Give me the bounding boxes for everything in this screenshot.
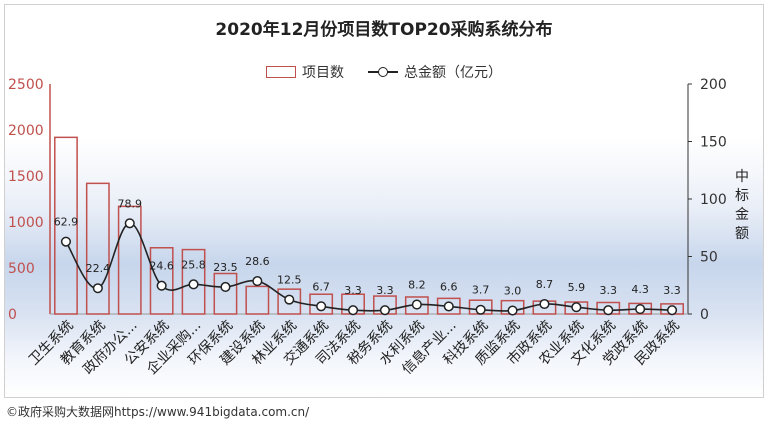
- y-tick-right: 100: [700, 192, 727, 208]
- amount-point: [571, 302, 582, 313]
- bar: [181, 248, 206, 315]
- amount-point: [379, 305, 391, 316]
- bar: [245, 285, 270, 315]
- amount-point: [252, 276, 263, 287]
- amount-data-label: 4.3: [631, 283, 649, 296]
- y-tick-right: 200: [700, 77, 727, 93]
- amount-point: [284, 294, 295, 305]
- amount-point: [507, 305, 518, 316]
- amount-data-label: 22.4: [86, 262, 111, 275]
- bar: [213, 272, 238, 315]
- y-tick-left: 2000: [8, 123, 44, 139]
- bar: [277, 288, 302, 315]
- y-tick-left: 1000: [8, 215, 44, 231]
- amount-point: [635, 304, 646, 315]
- y-tick-left: 0: [8, 307, 17, 323]
- legend-line-label: 总金额（亿元）: [404, 65, 502, 81]
- y-tick-right: 50: [700, 250, 718, 266]
- bar: [117, 205, 142, 315]
- y-tick-left: 2500: [8, 77, 44, 93]
- footer-credit: ©政府采购大数据网https://www.941bigdata.com.cn/: [6, 405, 310, 419]
- legend-line-swatch: [368, 66, 398, 78]
- amount-data-label: 8.7: [536, 278, 554, 291]
- amount-point: [220, 281, 231, 293]
- amount-data-label: 62.9: [54, 216, 79, 229]
- amount-point: [60, 236, 71, 247]
- amount-data-label: 6.7: [312, 280, 330, 293]
- amount-point: [188, 279, 199, 290]
- y-tick-right: 0: [700, 307, 709, 323]
- amount-data-label: 78.9: [118, 197, 143, 210]
- amount-point: [667, 305, 678, 316]
- amount-data-label: 3.3: [344, 284, 362, 297]
- amount-data-label: 25.8: [181, 258, 206, 271]
- y2-axis-label: 中标金额: [735, 169, 749, 242]
- bar: [149, 247, 174, 315]
- bar: [436, 297, 461, 315]
- amount-point: [124, 218, 135, 229]
- amount-point: [316, 301, 327, 312]
- amount-data-label: 6.6: [440, 280, 458, 293]
- legend-bar-label: 项目数: [302, 65, 344, 81]
- amount-point: [539, 298, 550, 310]
- amount-data-label: 3.3: [663, 284, 681, 297]
- amount-data-label: 5.9: [568, 281, 586, 294]
- amount-point: [92, 283, 103, 294]
- legend-item-bars: 项目数: [266, 62, 344, 82]
- amount-data-label: 28.6: [245, 255, 270, 268]
- amount-data-label: 3.3: [600, 284, 618, 297]
- chart-legend: 项目数 总金额（亿元）: [0, 62, 768, 82]
- amount-data-label: 8.2: [408, 279, 426, 292]
- amount-data-label: 3.7: [472, 284, 490, 297]
- legend-item-line: 总金额（亿元）: [368, 62, 502, 82]
- chart-title: 2020年12月份项目数TOP20采购系统分布: [215, 20, 553, 40]
- amount-point: [156, 280, 167, 291]
- bar: [85, 182, 110, 315]
- amount-point: [348, 305, 359, 316]
- amount-data-label: 3.3: [376, 284, 394, 297]
- amount-point: [603, 305, 614, 316]
- y-tick-left: 500: [8, 261, 35, 277]
- legend-bar-swatch: [266, 66, 296, 78]
- amount-point: [443, 301, 454, 312]
- y-tick-right: 150: [700, 135, 727, 151]
- bar: [54, 136, 78, 315]
- amount-data-label: 23.5: [213, 261, 238, 274]
- amount-data-label: 12.5: [277, 274, 302, 287]
- amount-data-label: 24.6: [149, 260, 174, 273]
- amount-data-label: 3.0: [504, 285, 522, 298]
- amount-point: [411, 299, 422, 310]
- amount-point: [475, 304, 486, 315]
- y-tick-left: 1500: [8, 169, 44, 185]
